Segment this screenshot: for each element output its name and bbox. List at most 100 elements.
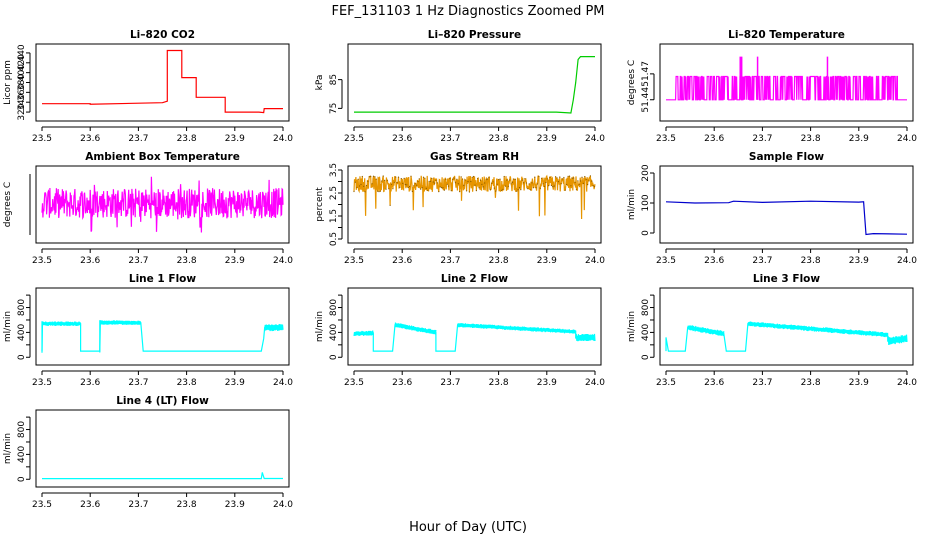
panel-title: Sample Flow xyxy=(749,151,824,163)
series-line xyxy=(353,174,596,220)
series-group xyxy=(42,49,283,114)
series-point xyxy=(409,185,411,188)
series-line xyxy=(353,324,596,352)
series-point xyxy=(356,186,358,188)
x-tick-label: 24.0 xyxy=(273,134,293,144)
y-tick-label: 51.44 xyxy=(641,87,651,113)
y-tick-label: 0 xyxy=(641,354,651,360)
series-point xyxy=(568,175,571,177)
series-point xyxy=(588,180,590,182)
series-point xyxy=(498,179,500,181)
x-tick-label: 23.6 xyxy=(80,500,100,510)
series-group xyxy=(41,319,284,353)
series-point xyxy=(575,189,578,191)
series-group xyxy=(353,174,596,220)
series-point xyxy=(559,176,561,178)
x-tick-label: 23.5 xyxy=(656,134,676,144)
y-tick-label: 440 xyxy=(17,44,27,61)
series-point xyxy=(402,182,404,184)
plot-frame xyxy=(35,165,290,244)
series-point xyxy=(377,190,379,192)
panel-title: Li–820 CO2 xyxy=(130,29,195,41)
series-point xyxy=(535,187,537,189)
series-point xyxy=(482,186,484,188)
series-point xyxy=(474,184,476,186)
series-point xyxy=(486,178,489,180)
series-point xyxy=(374,176,376,178)
series-point xyxy=(499,178,501,180)
panel-8: Line 2 Flow 23.5 23.6 23.7 23.8 23.9 24.0 0 400 8… xyxy=(315,273,605,388)
y-axis-label: ml/min xyxy=(3,311,13,342)
plot-frame xyxy=(35,43,290,122)
x-tick-label: 23.9 xyxy=(225,500,245,510)
panel-title: Li–820 Temperature xyxy=(728,29,845,41)
panel-1: Li–820 CO2 23.5 23.6 23.7 23.8 23.9 24.0 320340… xyxy=(3,29,293,144)
x-tick-label: 24.0 xyxy=(585,378,605,388)
series-point xyxy=(425,187,427,189)
series-point xyxy=(500,189,502,191)
series-point xyxy=(427,189,429,192)
series-noise-band xyxy=(41,321,82,353)
series-point xyxy=(545,181,547,184)
y-tick-label: 51.47 xyxy=(641,61,651,87)
y-axis-label: ml/min xyxy=(3,433,13,464)
series-point xyxy=(593,186,596,188)
series-point xyxy=(464,179,466,181)
x-tick-label: 23.9 xyxy=(225,256,245,266)
series-point xyxy=(489,189,491,191)
series-point xyxy=(359,185,361,187)
x-tick-label: 23.6 xyxy=(80,378,100,388)
x-tick-label: 23.8 xyxy=(489,256,509,266)
series-point xyxy=(395,176,397,178)
x-tick-label: 23.7 xyxy=(440,134,460,144)
series-group xyxy=(354,55,595,114)
series-point xyxy=(564,189,566,191)
series-point xyxy=(546,178,548,180)
series-point xyxy=(521,179,523,181)
series-point xyxy=(531,182,533,184)
series-point xyxy=(511,181,514,183)
series-point xyxy=(399,186,401,188)
x-tick-label: 23.9 xyxy=(849,256,869,266)
series-group xyxy=(665,200,908,236)
series-point xyxy=(393,181,395,183)
y-tick-label: 0.5 xyxy=(329,232,339,246)
x-tick-label: 23.7 xyxy=(440,256,460,266)
x-tick-label: 24.0 xyxy=(897,256,917,266)
x-axis: 23.5 23.6 23.7 23.8 23.9 24.0 xyxy=(656,248,917,266)
x-tick-label: 23.9 xyxy=(225,378,245,388)
y-tick-label: 400 xyxy=(17,64,27,81)
series-point xyxy=(446,183,448,185)
x-tick-label: 23.5 xyxy=(656,256,676,266)
series-point xyxy=(550,184,553,187)
y-axis: 0 400 800 xyxy=(641,294,655,360)
series-point xyxy=(473,175,475,178)
x-axis: 23.5 23.6 23.7 23.8 23.9 24.0 xyxy=(344,248,605,266)
y-tick-label: 320 xyxy=(17,103,27,120)
series-line xyxy=(665,323,908,352)
series-point xyxy=(445,178,447,180)
panel-3: Li–820 Temperature 23.5 23.6 23.7 23.8 23.9 24… xyxy=(627,29,917,144)
series-point xyxy=(417,180,419,183)
figure-xlabel: Hour of Day (UTC) xyxy=(409,520,527,535)
x-tick-label: 24.0 xyxy=(585,134,605,144)
series-point xyxy=(385,188,387,190)
series-point xyxy=(453,177,455,179)
series-point xyxy=(457,183,459,185)
panel-7: Line 1 Flow 23.5 23.6 23.7 23.8 23.9 24.0 0 400 8… xyxy=(3,273,293,388)
series-point xyxy=(570,185,572,187)
plot-frame xyxy=(347,287,602,366)
x-tick-label: 23.5 xyxy=(32,500,52,510)
x-tick-label: 23.8 xyxy=(177,500,197,510)
y-axis: 0 400 800 xyxy=(17,294,31,360)
series-point xyxy=(502,188,504,190)
series-point xyxy=(582,182,585,184)
series-point xyxy=(388,188,390,190)
series-point xyxy=(536,183,539,185)
y-tick-label: 85 xyxy=(329,74,339,85)
series-point xyxy=(524,178,526,180)
series-point xyxy=(509,179,511,181)
panel-title: Line 3 Flow xyxy=(753,273,820,285)
x-tick-label: 23.7 xyxy=(752,378,772,388)
